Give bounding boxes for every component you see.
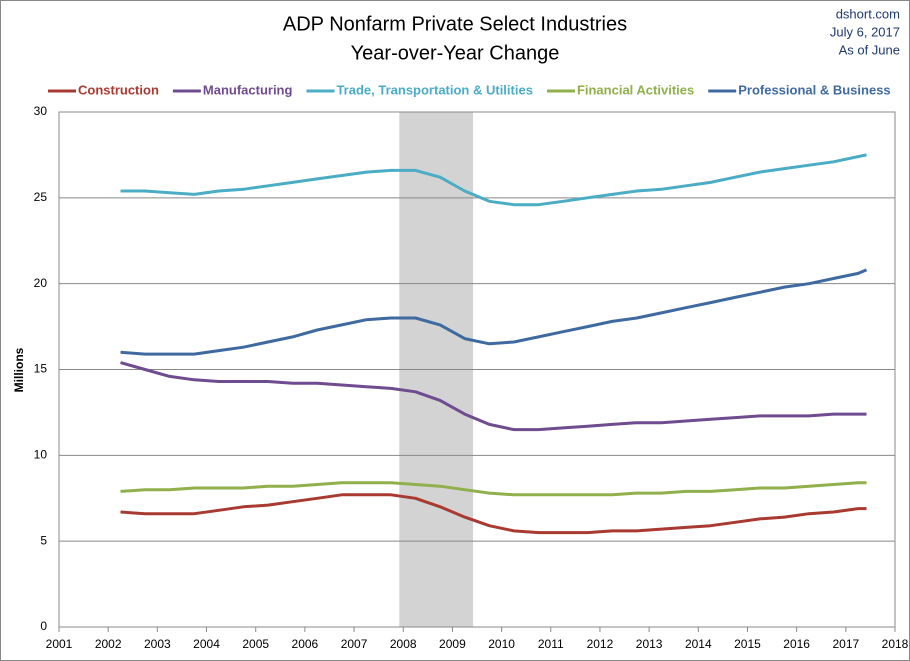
annotation: dshort.com (836, 6, 900, 21)
x-tick-label: 2012 (587, 637, 614, 651)
x-tick-label: 2015 (734, 637, 761, 651)
legend-label: Trade, Transportation & Utilities (336, 82, 532, 97)
legend-label: Financial Activities (577, 82, 694, 97)
y-tick-label: 20 (34, 276, 48, 290)
series-line (120, 268, 868, 356)
x-tick-label: 2003 (144, 637, 171, 651)
series-line (120, 361, 867, 432)
x-tick-label: 2006 (292, 637, 319, 651)
y-tick-label: 15 (34, 362, 48, 376)
legend-label: Professional & Business (738, 82, 890, 97)
legend-label: Construction (78, 82, 159, 97)
annotation: As of June (839, 42, 900, 57)
x-tick-label: 2016 (783, 637, 810, 651)
series-line (120, 481, 867, 497)
x-tick-label: 2014 (685, 637, 712, 651)
x-tick-label: 2010 (488, 637, 515, 651)
y-tick-label: 5 (40, 533, 47, 547)
x-tick-label: 2018 (882, 637, 909, 651)
plot-frame (58, 111, 896, 628)
y-axis-label: Millions (12, 347, 26, 392)
y-tick-label: 0 (40, 619, 47, 633)
x-tick-label: 2009 (439, 637, 466, 651)
x-tick-label: 2005 (242, 637, 269, 651)
legend-label: Manufacturing (203, 82, 293, 97)
x-tick-label: 2017 (832, 637, 859, 651)
x-tick-label: 2001 (46, 637, 73, 651)
y-tick-label: 30 (34, 104, 48, 118)
series-line (120, 153, 867, 207)
chart-subtitle: Year-over-Year Change (351, 42, 560, 64)
x-tick-label: 2007 (341, 637, 368, 651)
chart-title: ADP Nonfarm Private Select Industries (283, 13, 627, 35)
x-tick-label: 2004 (193, 637, 220, 651)
annotation: July 6, 2017 (830, 24, 900, 39)
x-tick-label: 2013 (636, 637, 663, 651)
y-tick-label: 25 (34, 190, 48, 204)
x-tick-label: 2008 (390, 637, 417, 651)
x-tick-label: 2011 (538, 637, 564, 651)
series-line (120, 493, 867, 535)
y-tick-label: 10 (34, 448, 48, 462)
x-tick-label: 2002 (95, 637, 122, 651)
